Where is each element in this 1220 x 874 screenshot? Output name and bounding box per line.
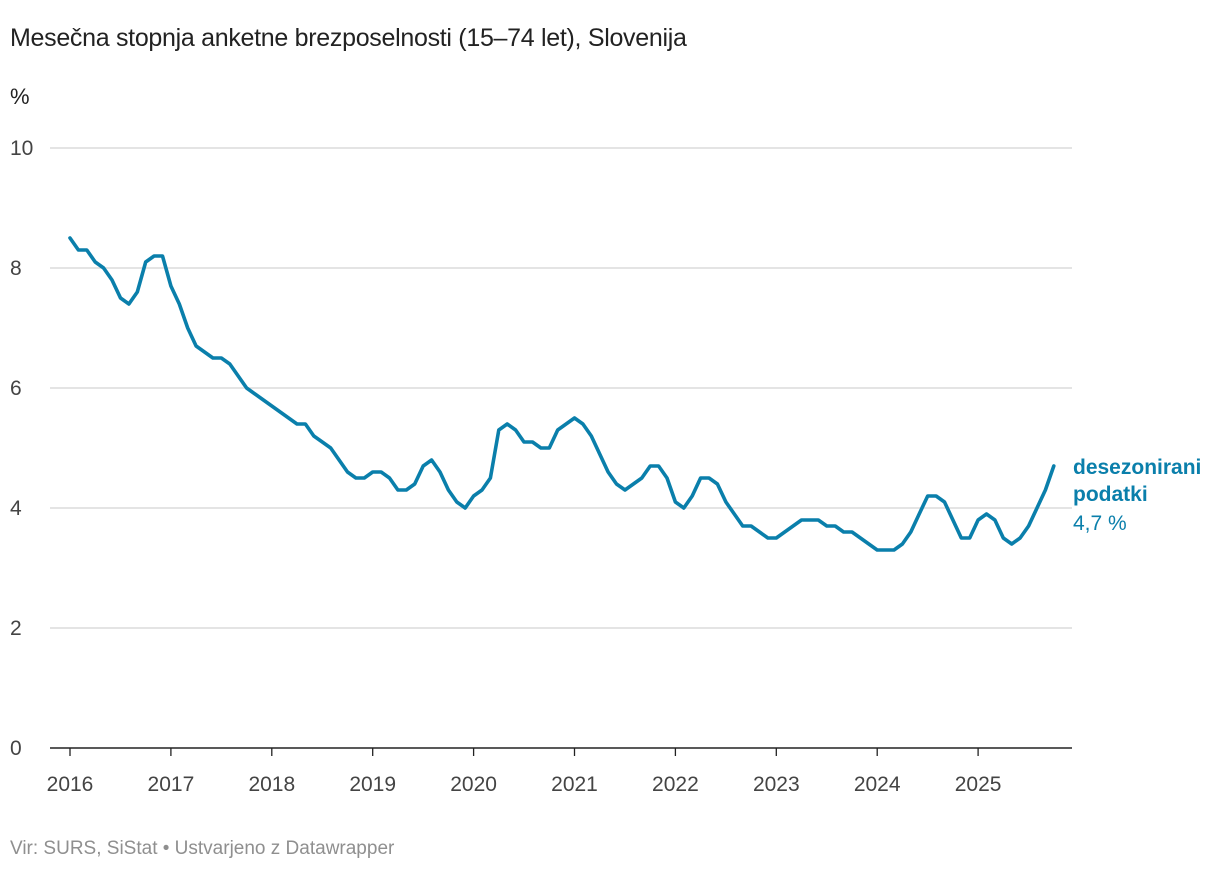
- series-line: [68, 236, 1056, 552]
- x-tick-label: 2024: [854, 773, 901, 796]
- y-tick-label: 10: [10, 137, 33, 160]
- chart-title: Mesečna stopnja anketne brezposelnosti (…: [10, 24, 687, 52]
- x-tick-label: 2018: [248, 773, 295, 796]
- x-tick-label: 2019: [349, 773, 396, 796]
- y-unit-label: %: [10, 84, 30, 109]
- x-tick-label: 2025: [955, 773, 1002, 796]
- series-name-label: desezonirani: [1073, 456, 1201, 479]
- series-layer: [68, 236, 1056, 552]
- series-name-label: podatki: [1073, 483, 1148, 506]
- y-tick-label: 8: [10, 257, 22, 280]
- y-tick-labels: 0 2 4 6 8 10: [10, 137, 33, 760]
- gridlines: [50, 147, 1072, 629]
- y-tick-label: 4: [10, 497, 22, 520]
- x-axis: 2016 2017 2018 2019 2020 2021 2022 2023 2024 2025: [47, 747, 1072, 796]
- x-tick-label: 2023: [753, 773, 800, 796]
- y-tick-label: 2: [10, 617, 22, 640]
- x-tick-label: 2016: [47, 773, 94, 796]
- x-tick-label: 2021: [551, 773, 598, 796]
- y-tick-label: 0: [10, 737, 22, 760]
- series-end-label: desezonirani podatki 4,7 %: [1073, 456, 1201, 535]
- x-tick-label: 2020: [450, 773, 497, 796]
- x-tick-label: 2017: [148, 773, 195, 796]
- series-end-value-label: 4,7 %: [1073, 512, 1127, 535]
- x-tick-label: 2022: [652, 773, 699, 796]
- y-tick-label: 6: [10, 377, 22, 400]
- source-footer: Vir: SURS, SiStat • Ustvarjeno z Datawra…: [10, 838, 395, 859]
